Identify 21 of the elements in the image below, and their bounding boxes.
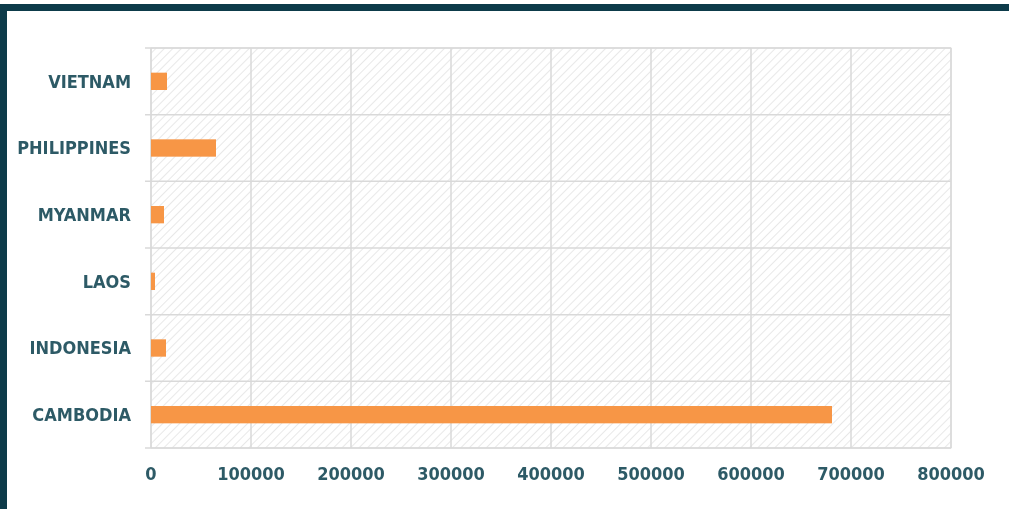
bar <box>151 206 164 224</box>
x-tick-label: 600000 <box>717 463 785 484</box>
y-tick-label: MYANMAR <box>37 203 132 225</box>
y-tick-label: PHILIPPINES <box>17 137 131 159</box>
y-tick-label: VIETNAM <box>48 70 131 92</box>
x-tick-label: 0 <box>145 463 157 484</box>
x-tick-label: 100000 <box>217 463 285 484</box>
x-tick-label: 400000 <box>517 463 585 484</box>
x-tick-label: 300000 <box>417 463 485 484</box>
x-tick-label: 500000 <box>617 463 685 484</box>
y-tick-label: LAOS <box>82 270 131 292</box>
x-tick-label: 200000 <box>317 463 385 484</box>
x-tick-label: 800000 <box>917 463 985 484</box>
bar <box>151 139 216 157</box>
bar <box>151 339 166 357</box>
bar <box>151 406 832 424</box>
bar <box>151 72 167 90</box>
y-tick-label: CAMBODIA <box>32 403 132 425</box>
x-tick-label: 700000 <box>817 463 885 484</box>
y-tick-label: INDONESIA <box>29 337 132 359</box>
bar <box>151 272 155 290</box>
